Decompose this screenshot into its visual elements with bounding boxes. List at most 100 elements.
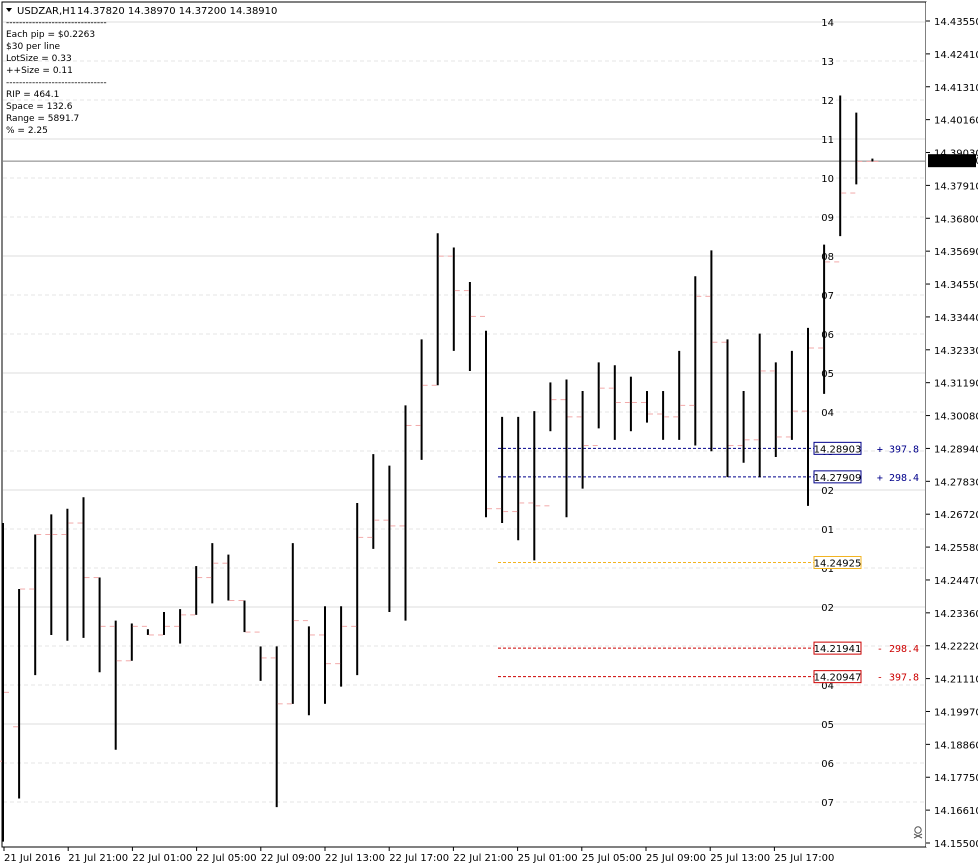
level-price: 14.21941 bbox=[814, 644, 862, 655]
info-line: Space = 132.6 bbox=[6, 102, 73, 112]
current-price-badge bbox=[928, 154, 976, 168]
x-tick-label: 25 Jul 13:00 bbox=[710, 853, 770, 864]
ohlc-bar bbox=[802, 327, 814, 506]
ohlc-bar bbox=[383, 465, 396, 612]
ohlc-bar bbox=[109, 620, 122, 750]
info-line: % = 2.25 bbox=[6, 126, 48, 136]
ohlc-bar bbox=[512, 416, 525, 541]
y-tick-label: 14.36800 bbox=[934, 214, 978, 225]
ohlc-bar bbox=[592, 362, 605, 447]
ohlc-bar bbox=[496, 416, 509, 524]
grid-label: 07 bbox=[821, 291, 834, 302]
x-tick-label: 25 Jul 09:00 bbox=[646, 853, 706, 864]
y-tick-label: 14.42410 bbox=[934, 50, 978, 61]
info-line: Range = 5891.7 bbox=[6, 114, 79, 124]
ohlc-bar bbox=[206, 543, 219, 604]
level-lines[interactable]: 14.28903 + 397.8 14.27909 + 298.4 14.24925 14… bbox=[498, 441, 919, 684]
x-tick-label: 21 Jul 21:00 bbox=[68, 853, 128, 864]
grid-label: 01 bbox=[821, 564, 834, 575]
ohlc-bar bbox=[463, 281, 476, 371]
y-tick-label: 14.22220 bbox=[934, 642, 978, 653]
ohlc-bar bbox=[222, 554, 235, 602]
grid-label: 01 bbox=[821, 525, 834, 536]
y-tick-label: 14.33440 bbox=[934, 313, 978, 324]
y-tick-label: 14.39030 bbox=[934, 149, 978, 160]
ohlc-bar bbox=[29, 534, 42, 676]
y-tick-label: 14.19970 bbox=[934, 707, 978, 718]
level-box[interactable] bbox=[813, 670, 862, 684]
grid-label: 14 bbox=[821, 18, 834, 29]
ohlc-bar bbox=[399, 405, 412, 621]
info-line: ------------------------------- bbox=[6, 18, 107, 28]
y-tick-label: 14.34550 bbox=[934, 280, 978, 291]
y-tick-label: 14.21110 bbox=[934, 675, 978, 686]
level-tag: + 298.4 bbox=[877, 473, 919, 484]
ohlc-bars bbox=[0, 95, 879, 842]
ohlc-bar bbox=[13, 588, 26, 799]
plot-area bbox=[1, 1, 927, 848]
level-price: 14.20947 bbox=[814, 673, 862, 684]
x-tick-label: 22 Jul 13:00 bbox=[325, 853, 385, 864]
y-tick-label: 14.32330 bbox=[934, 346, 978, 357]
x-tick-label: 22 Jul 05:00 bbox=[197, 853, 257, 864]
ohlc-bar bbox=[624, 376, 637, 432]
ohlc-bar bbox=[641, 391, 653, 423]
grid-label: 10 bbox=[821, 174, 834, 185]
ohlc-bar bbox=[93, 577, 106, 673]
grid-label: 09 bbox=[821, 213, 834, 224]
ohlc-bar bbox=[689, 276, 702, 446]
ohlc-bar bbox=[834, 95, 847, 263]
ohlc-bar bbox=[657, 391, 670, 440]
ohlc-label: 14.37820 14.38970 14.37200 14.38910 bbox=[77, 6, 277, 17]
grid-label: 08 bbox=[821, 252, 834, 263]
x-tick-label: 22 Jul 21:00 bbox=[453, 853, 513, 864]
ohlc-bar bbox=[447, 247, 460, 351]
level-price: 14.28903 bbox=[814, 444, 862, 455]
grid-label: 05 bbox=[821, 720, 834, 731]
info-line: RIP = 464.1 bbox=[6, 90, 59, 100]
current-price-label: 14.38910 bbox=[934, 156, 978, 167]
ohlc-bar bbox=[367, 454, 380, 549]
y-tick-label: 14.18860 bbox=[934, 740, 978, 751]
ohlc-bar bbox=[335, 606, 348, 687]
ohlc-bar bbox=[286, 543, 299, 705]
ohlc-bar bbox=[850, 112, 863, 194]
ohlc-bar bbox=[270, 646, 283, 808]
y-tick-label: 14.17750 bbox=[934, 773, 978, 784]
level-box[interactable] bbox=[813, 555, 862, 569]
level-tag: - 397.8 bbox=[877, 673, 919, 684]
x-tick-label: 22 Jul 17:00 bbox=[389, 853, 449, 864]
grid-label: 02 bbox=[821, 603, 834, 614]
level-price: 14.27909 bbox=[814, 473, 862, 484]
y-tick-label: 14.40160 bbox=[934, 116, 978, 127]
y-tick-label: 14.35690 bbox=[934, 247, 978, 258]
price-axis bbox=[926, 2, 976, 847]
level-box[interactable] bbox=[813, 641, 862, 655]
ohlc-bar bbox=[785, 350, 798, 440]
y-tick-label: 14.15500 bbox=[934, 839, 978, 850]
grid-label: 13 bbox=[821, 57, 834, 68]
ohlc-bar bbox=[753, 333, 766, 478]
grid-label: 05 bbox=[821, 369, 834, 380]
y-tick-label: 14.26720 bbox=[934, 510, 978, 521]
grid-layer: 1413121110090807060504030201010203040506… bbox=[3, 18, 925, 809]
level-tag: - 298.4 bbox=[877, 644, 919, 655]
ohlc-bar bbox=[45, 514, 58, 635]
y-tick-label: 14.24470 bbox=[934, 576, 978, 587]
level-price: 14.24925 bbox=[814, 558, 862, 569]
menu-triangle-icon[interactable] bbox=[6, 8, 12, 12]
grid-label: 07 bbox=[821, 798, 834, 809]
grid-label: 06 bbox=[821, 330, 834, 341]
ohlc-bar bbox=[818, 244, 831, 394]
ohlc-bar bbox=[0, 523, 9, 842]
grid-label: 11 bbox=[821, 135, 834, 146]
level-box[interactable] bbox=[813, 470, 862, 484]
level-box[interactable] bbox=[813, 441, 862, 455]
ohlc-bar bbox=[141, 625, 154, 636]
y-tick-label: 14.37910 bbox=[934, 181, 978, 192]
ohlc-bar bbox=[608, 365, 621, 440]
chart-header: USDZAR,H1 14.37820 14.38970 14.37200 14.… bbox=[6, 6, 277, 17]
symbol-label: USDZAR,H1 bbox=[17, 6, 76, 17]
ohlc-bar bbox=[319, 606, 331, 704]
